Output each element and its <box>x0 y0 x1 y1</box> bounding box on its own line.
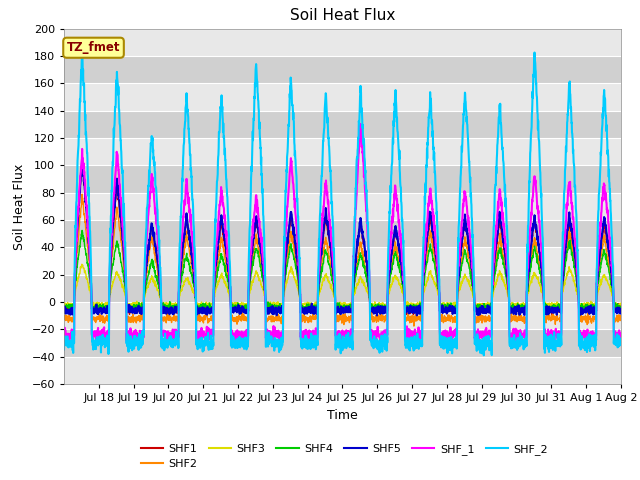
SHF2 <box>60 314 68 320</box>
SHF3 <box>617 300 625 306</box>
SHF3 <box>609 297 617 303</box>
SHF_2 <box>236 335 244 340</box>
SHF1 <box>236 304 244 310</box>
SHF4 <box>60 304 68 310</box>
SHF_1 <box>510 332 518 338</box>
SHF3 <box>116 277 124 283</box>
SHF4 <box>512 309 520 315</box>
SHF_2 <box>542 341 550 347</box>
Line: SHF3: SHF3 <box>64 264 621 308</box>
Legend: SHF1, SHF2, SHF3, SHF4, SHF5, SHF_1, SHF_2: SHF1, SHF2, SHF3, SHF4, SHF5, SHF_1, SHF… <box>136 439 552 474</box>
Bar <box>64 138 621 166</box>
SHF_2 <box>480 352 488 358</box>
Bar <box>64 193 621 220</box>
SHF2 <box>78 191 86 197</box>
SHF2 <box>542 316 550 322</box>
SHF3 <box>542 301 550 307</box>
SHF2 <box>376 314 384 320</box>
SHF_2 <box>79 49 86 55</box>
SHF2 <box>116 226 124 232</box>
SHF5 <box>510 308 518 314</box>
SHF2 <box>236 317 244 323</box>
SHF3 <box>236 303 244 309</box>
Line: SHF4: SHF4 <box>64 230 621 312</box>
Bar <box>64 84 621 111</box>
SHF5 <box>609 287 617 293</box>
Text: TZ_fmet: TZ_fmet <box>67 41 120 54</box>
SHF2 <box>609 292 617 298</box>
SHF_1 <box>356 121 364 127</box>
SHF4 <box>510 307 518 313</box>
SHF5 <box>376 311 384 317</box>
SHF1 <box>78 160 86 166</box>
Bar <box>64 111 621 138</box>
SHF_1 <box>236 333 244 338</box>
SHF1 <box>376 307 384 312</box>
SHF_1 <box>609 279 617 285</box>
SHF_1 <box>541 333 549 339</box>
SHF1 <box>617 306 625 312</box>
SHF5 <box>542 310 550 316</box>
SHF_2 <box>609 263 617 269</box>
SHF_1 <box>615 342 623 348</box>
SHF4 <box>542 304 550 310</box>
SHF1 <box>548 312 556 318</box>
SHF1 <box>541 303 549 309</box>
SHF_1 <box>376 334 384 340</box>
SHF_1 <box>116 181 124 187</box>
SHF4 <box>617 306 625 312</box>
Line: SHF_1: SHF_1 <box>64 124 621 345</box>
SHF_2 <box>510 332 518 338</box>
SHF_2 <box>116 122 124 128</box>
Bar <box>64 302 621 329</box>
SHF3 <box>471 305 479 311</box>
Bar <box>64 29 621 56</box>
SHF_2 <box>617 339 625 345</box>
Y-axis label: Soil Heat Flux: Soil Heat Flux <box>13 163 26 250</box>
Title: Soil Heat Flux: Soil Heat Flux <box>290 9 395 24</box>
SHF5 <box>617 306 625 312</box>
Bar <box>64 357 621 384</box>
SHF_1 <box>60 333 68 338</box>
SHF_1 <box>617 332 625 337</box>
SHF5 <box>236 308 244 313</box>
X-axis label: Time: Time <box>327 408 358 421</box>
SHF1 <box>116 210 124 216</box>
Line: SHF1: SHF1 <box>64 163 621 315</box>
Bar <box>64 247 621 275</box>
Line: SHF2: SHF2 <box>64 194 621 326</box>
SHF4 <box>236 305 244 311</box>
Bar <box>64 166 621 193</box>
SHF_2 <box>60 347 68 352</box>
SHF3 <box>376 301 384 307</box>
SHF2 <box>510 312 518 318</box>
SHF1 <box>510 307 518 313</box>
SHF4 <box>78 228 86 233</box>
SHF5 <box>60 310 68 316</box>
Bar <box>64 220 621 247</box>
SHF3 <box>78 262 86 267</box>
SHF5 <box>116 204 124 209</box>
SHF3 <box>510 302 518 308</box>
SHF2 <box>410 323 418 329</box>
Line: SHF_2: SHF_2 <box>64 52 621 355</box>
SHF4 <box>116 253 124 259</box>
Bar <box>64 275 621 302</box>
SHF4 <box>609 289 617 295</box>
Bar <box>64 56 621 84</box>
Bar <box>64 329 621 357</box>
Line: SHF5: SHF5 <box>64 160 621 315</box>
SHF2 <box>617 312 625 318</box>
SHF1 <box>60 302 68 308</box>
SHF_2 <box>376 338 384 344</box>
SHF5 <box>373 312 381 318</box>
SHF5 <box>78 157 86 163</box>
SHF3 <box>60 300 68 306</box>
SHF4 <box>376 304 384 310</box>
SHF1 <box>609 288 617 294</box>
